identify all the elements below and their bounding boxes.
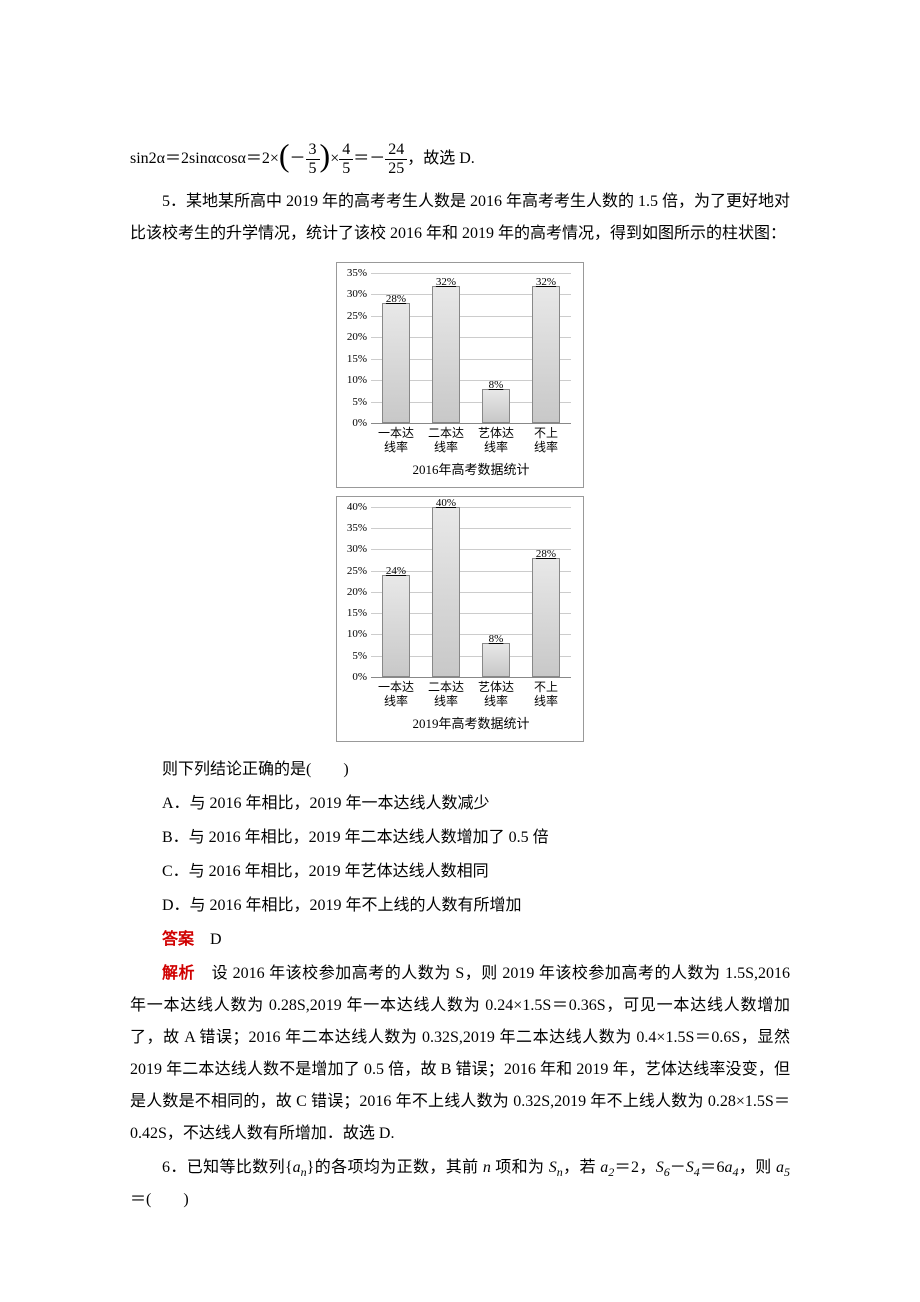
frac-3: 2425 (385, 141, 407, 177)
q6-end: ＝( ) (130, 1191, 189, 1208)
option-a: A．与 2016 年相比，2019 年一本达线人数减少 (130, 788, 790, 820)
q6-minus: － (670, 1159, 686, 1176)
q6-mid2: 项和为 (491, 1159, 549, 1176)
q6-pre: 6．已知等比数列{ (162, 1159, 293, 1176)
q5-intro: 5．某地某所高中 2019 年的高考考生人数是 2016 年高考考生人数的 1.… (130, 186, 790, 250)
q6-s6: S (656, 1159, 664, 1176)
paren-left: ( (279, 137, 290, 173)
explanation: 解析 设 2016 年该校参加高考的人数为 S，则 2019 年该校参加高考的人… (130, 958, 790, 1150)
option-d: D．与 2016 年相比，2019 年不上线的人数有所增加 (130, 890, 790, 922)
chart-2019: 0%5%10%15%20%25%30%35%40%24%40%8%28%一本达线… (336, 496, 584, 742)
q6-mid3: ，若 (563, 1159, 601, 1176)
frac1-sign: － (290, 150, 306, 167)
answer-label: 答案 (162, 931, 194, 948)
q6-sn: S (549, 1159, 557, 1176)
q6-s4: S (686, 1159, 694, 1176)
formula-mid: × (330, 150, 339, 167)
option-c: C．与 2016 年相比，2019 年艺体达线人数相同 (130, 856, 790, 888)
q6-eq2: ＝2， (614, 1159, 656, 1176)
q6-a5: a (776, 1159, 784, 1176)
frac-1: 35 (306, 141, 320, 177)
formula-pre: sin2α＝2sinαcosα＝2× (130, 150, 279, 167)
answer-line: 答案 D (130, 924, 790, 956)
frac-2: 45 (339, 141, 353, 177)
option-b: B．与 2016 年相比，2019 年二本达线人数增加了 0.5 倍 (130, 822, 790, 854)
q6-mid1: }的各项均为正数，其前 (307, 1159, 483, 1176)
q6-n: n (483, 1159, 491, 1176)
explanation-label: 解析 (162, 965, 195, 982)
frac3-den: 25 (385, 160, 407, 178)
q6-a2: a (600, 1159, 608, 1176)
paren-right: ) (320, 137, 331, 173)
frac2-num: 4 (339, 141, 353, 160)
q6-eq: ＝6 (700, 1159, 725, 1176)
q6-a5-sub: 5 (784, 1165, 790, 1179)
q6-line: 6．已知等比数列{an}的各项均为正数，其前 n 项和为 Sn，若 a2＝2，S… (130, 1152, 790, 1216)
frac3-num: 24 (385, 141, 407, 160)
q5-prompt: 则下列结论正确的是( ) (130, 754, 790, 786)
q6-an: a (293, 1159, 301, 1176)
frac1-num: 3 (306, 141, 320, 160)
formula-eq: ＝－ (353, 150, 385, 167)
formula-line: sin2α＝2sinαcosα＝2×(－35)×45＝－2425，故选 D. (130, 120, 790, 184)
explanation-body: 设 2016 年该校参加高考的人数为 S，则 2019 年该校参加高考的人数为 … (130, 965, 790, 1142)
charts-container: 0%5%10%15%20%25%30%35%28%32%8%32%一本达线率二本… (130, 258, 790, 746)
q6-mid4: ，则 (738, 1159, 776, 1176)
frac1-den: 5 (306, 160, 320, 178)
chart-2016: 0%5%10%15%20%25%30%35%28%32%8%32%一本达线率二本… (336, 262, 584, 488)
frac2-den: 5 (339, 160, 353, 178)
formula-post: ，故选 D. (407, 150, 475, 167)
answer-value: D (210, 931, 222, 948)
